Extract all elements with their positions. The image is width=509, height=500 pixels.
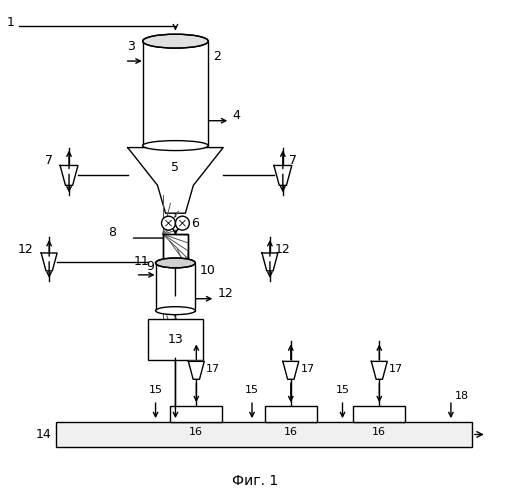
- Text: 17: 17: [206, 364, 220, 374]
- Ellipse shape: [143, 140, 208, 150]
- Circle shape: [161, 216, 175, 230]
- Text: 17: 17: [300, 364, 314, 374]
- Text: 12: 12: [217, 288, 233, 300]
- Polygon shape: [262, 253, 277, 271]
- Text: 2: 2: [213, 50, 221, 62]
- Text: 16: 16: [283, 428, 297, 438]
- Polygon shape: [188, 362, 204, 380]
- Text: 16: 16: [372, 428, 385, 438]
- Bar: [162, 234, 188, 298]
- Text: 15: 15: [148, 385, 162, 395]
- Text: 11: 11: [133, 255, 149, 268]
- Text: 6: 6: [191, 216, 199, 230]
- Bar: [162, 234, 188, 298]
- Bar: [264, 406, 316, 422]
- Bar: [353, 406, 404, 422]
- Text: 8: 8: [107, 226, 116, 238]
- Bar: [56, 422, 471, 447]
- Polygon shape: [41, 253, 57, 271]
- Text: 7: 7: [288, 154, 296, 167]
- Text: 3: 3: [127, 40, 134, 53]
- Bar: [155, 263, 195, 310]
- Text: 14: 14: [35, 428, 51, 441]
- Text: 12: 12: [17, 242, 33, 256]
- Text: 5: 5: [171, 161, 179, 174]
- Text: 17: 17: [388, 364, 403, 374]
- Polygon shape: [273, 166, 291, 186]
- Text: 7: 7: [45, 154, 53, 167]
- Text: 15: 15: [335, 385, 349, 395]
- Text: 18: 18: [454, 391, 468, 401]
- Text: 16: 16: [189, 428, 203, 438]
- Polygon shape: [282, 362, 298, 380]
- Text: 12: 12: [274, 242, 290, 256]
- Polygon shape: [371, 362, 386, 380]
- Ellipse shape: [155, 258, 195, 268]
- Text: 1: 1: [7, 16, 14, 29]
- Text: 9: 9: [147, 260, 154, 273]
- Text: 13: 13: [167, 333, 183, 346]
- Bar: [170, 406, 222, 422]
- Polygon shape: [127, 148, 223, 213]
- Polygon shape: [60, 166, 78, 186]
- Ellipse shape: [155, 306, 195, 314]
- Bar: [147, 318, 203, 360]
- Text: 15: 15: [244, 385, 259, 395]
- Circle shape: [175, 216, 189, 230]
- Text: Фиг. 1: Фиг. 1: [232, 474, 277, 488]
- Bar: [143, 41, 208, 146]
- Ellipse shape: [143, 34, 208, 48]
- Text: 4: 4: [232, 110, 240, 122]
- Text: 10: 10: [199, 264, 215, 278]
